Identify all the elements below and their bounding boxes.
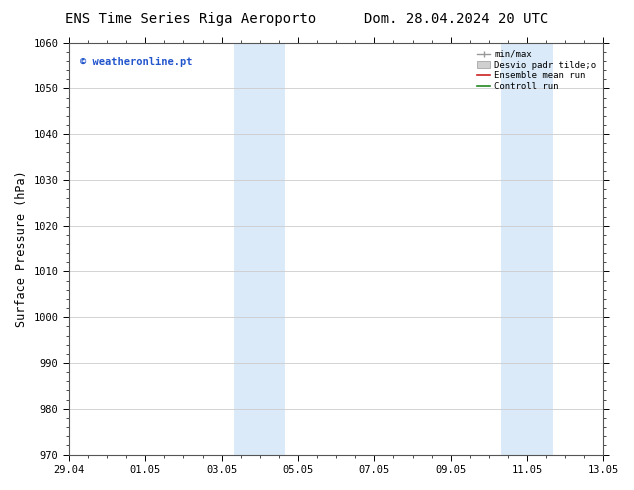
Text: © weatheronline.pt: © weatheronline.pt: [80, 57, 192, 67]
Text: ENS Time Series Riga Aeroporto: ENS Time Series Riga Aeroporto: [65, 12, 316, 26]
Legend: min/max, Desvio padr tilde;o, Ensemble mean run, Controll run: min/max, Desvio padr tilde;o, Ensemble m…: [474, 47, 599, 94]
Text: Dom. 28.04.2024 20 UTC: Dom. 28.04.2024 20 UTC: [365, 12, 548, 26]
Y-axis label: Surface Pressure (hPa): Surface Pressure (hPa): [15, 170, 28, 327]
Bar: [234, 43, 285, 455]
Bar: [501, 43, 553, 455]
